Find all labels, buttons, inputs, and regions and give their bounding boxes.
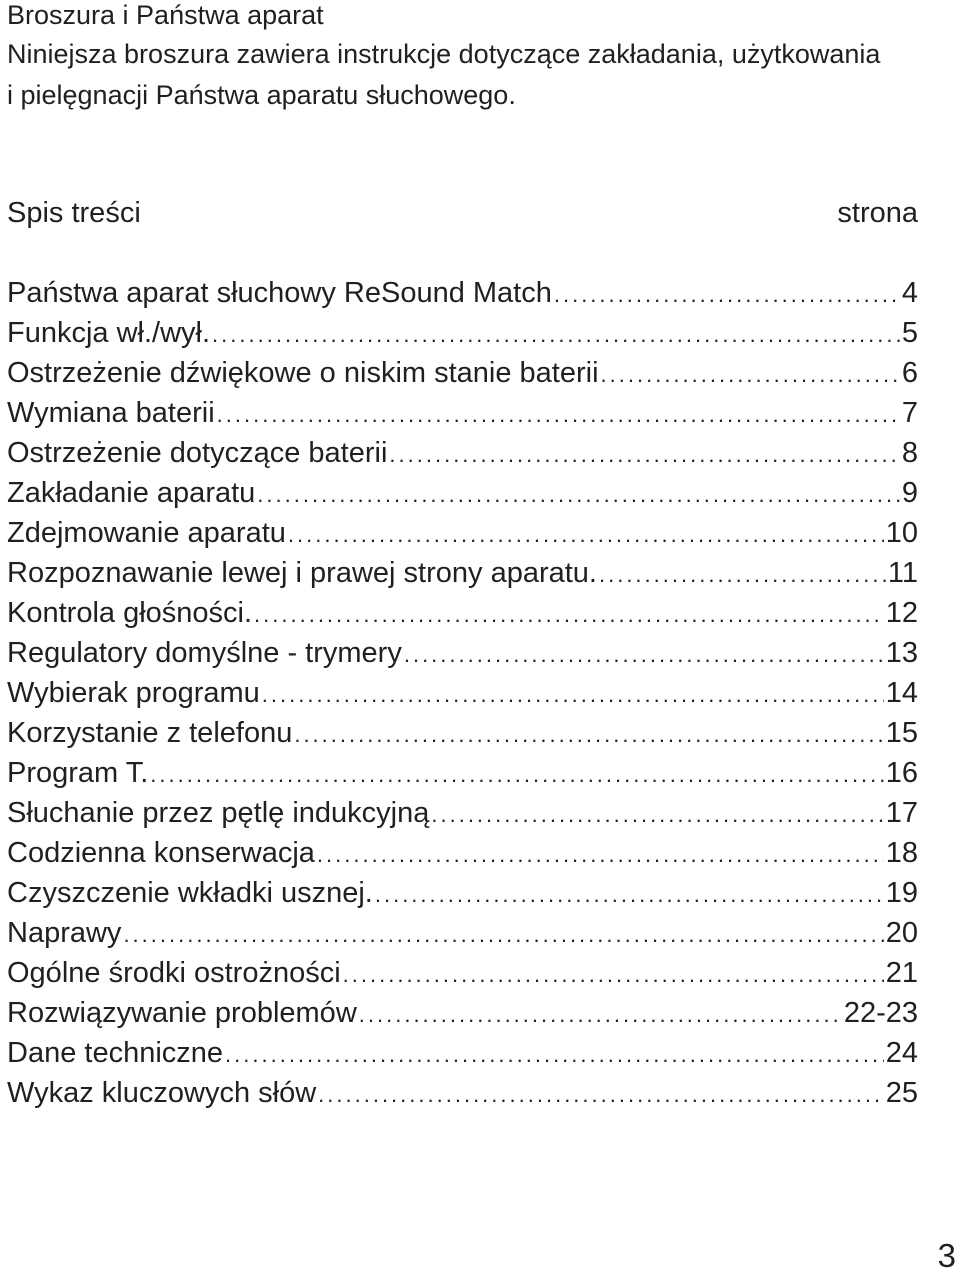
toc-entry-title: Ogólne środki ostrożności (7, 957, 341, 989)
dot-leader (257, 475, 900, 513)
toc-entry-title: Wymiana baterii (7, 397, 215, 429)
intro-line: i pielęgnacji Państwa aparatu słuchowego… (7, 80, 516, 110)
intro-line: Niniejsza broszura zawiera instrukcje do… (7, 39, 881, 69)
toc-page-column-label: strona (837, 197, 918, 229)
toc-entry-page: 16 (885, 757, 918, 789)
dot-leader (254, 595, 884, 633)
toc-entry-page: 8 (901, 437, 918, 469)
dot-leader (294, 715, 883, 753)
toc-entry-page: 4 (901, 277, 918, 309)
toc-entry-page: 21 (885, 957, 918, 989)
toc-entry-page: 9 (901, 477, 918, 509)
toc-entry-page: 11 (887, 557, 918, 589)
toc-entry[interactable]: Wymiana baterii 7 (7, 393, 918, 433)
dot-leader (317, 835, 884, 873)
toc-entry-title: Dane techniczne (7, 1037, 224, 1069)
dot-leader (150, 755, 883, 793)
toc-entry-page: 24 (885, 1037, 918, 1069)
toc-entry-page: 20 (885, 917, 918, 949)
toc-entry-title: Zakładanie aparatu (7, 477, 256, 509)
toc-entry-page: 5 (901, 317, 918, 349)
dot-leader (375, 875, 884, 913)
toc-entry-page: 25 (885, 1077, 918, 1109)
toc-entry-title: Zdejmowanie aparatu (7, 517, 286, 549)
toc-entry-title: Państwa aparat słuchowy ReSound Match (7, 277, 552, 309)
dot-leader (212, 315, 900, 353)
toc-entry-title: Funkcja wł./wył. (7, 317, 211, 349)
toc-entry-page: 22-23 (843, 997, 918, 1029)
toc-entry[interactable]: Regulatory domyślne - trymery 13 (7, 633, 918, 673)
toc-entry[interactable]: Rozpoznawanie lewej i prawej strony apar… (7, 553, 918, 593)
toc-entry[interactable]: Państwa aparat słuchowy ReSound Match 4 (7, 273, 918, 313)
toc-entry-page: 6 (901, 357, 918, 389)
dot-leader (343, 955, 884, 993)
toc-entry-title: Korzystanie z telefonu (7, 717, 293, 749)
brochure-heading: Broszura i Państwa aparat (7, 0, 324, 30)
toc-entry-title: Rozwiązywanie problemów (7, 997, 357, 1029)
dot-leader (601, 355, 900, 393)
toc-entry-title: Słuchanie przez pętlę indukcyjną (7, 797, 430, 829)
dot-leader (225, 1035, 884, 1073)
toc-entry-title: Naprawy (7, 917, 122, 949)
dot-leader (404, 635, 884, 673)
toc-entry-title: Kontrola głośności. (7, 597, 253, 629)
toc-entry-page: 12 (885, 597, 918, 629)
dot-leader (318, 1075, 884, 1113)
page-number: 3 (937, 1237, 956, 1274)
toc-entry-page: 15 (885, 717, 918, 749)
toc-entry-page: 7 (901, 397, 918, 429)
dot-leader (389, 435, 899, 473)
toc-entry[interactable]: Wybierak programu 14 (7, 673, 918, 713)
toc-entry-title: Codzienna konserwacja (7, 837, 315, 869)
toc-entry-page: 17 (885, 797, 918, 829)
toc-entry[interactable]: Kontrola głośności. 12 (7, 593, 918, 633)
toc-entry-title: Wykaz kluczowych słów (7, 1077, 317, 1109)
toc-entry[interactable]: Ostrzeżenie dźwiękowe o niskim stanie ba… (7, 353, 918, 393)
toc-entry[interactable]: Ostrzeżenie dotyczące baterii 8 (7, 433, 918, 473)
toc-entry[interactable]: Funkcja wł./wył. 5 (7, 313, 918, 353)
toc-entry-title: Rozpoznawanie lewej i prawej strony apar… (7, 557, 597, 589)
toc-entry-title: Regulatory domyślne - trymery (7, 637, 402, 669)
intro-paragraph: Niniejsza broszura zawiera instrukcje do… (7, 34, 947, 116)
dot-leader (431, 795, 883, 833)
dot-leader (554, 275, 900, 313)
toc-entry[interactable]: Zakładanie aparatu 9 (7, 473, 918, 513)
dot-leader (217, 395, 900, 433)
dot-leader (359, 995, 842, 1033)
dot-leader (123, 915, 883, 953)
toc-entry-title: Czyszczenie wkładki usznej. (7, 877, 373, 909)
table-of-contents: Państwa aparat słuchowy ReSound Match 4 F… (7, 273, 918, 1113)
toc-title: Spis treści (7, 197, 141, 229)
toc-entry-title: Ostrzeżenie dźwiękowe o niskim stanie ba… (7, 357, 599, 389)
toc-entry[interactable]: Rozwiązywanie problemów 22-23 (7, 993, 918, 1033)
dot-leader (288, 515, 884, 553)
toc-entry-title: Wybierak programu (7, 677, 260, 709)
toc-entry[interactable]: Dane techniczne 24 (7, 1033, 918, 1073)
toc-entry-page: 14 (885, 677, 918, 709)
toc-entry-title: Ostrzeżenie dotyczące baterii (7, 437, 388, 469)
dot-leader (599, 555, 886, 593)
dot-leader (262, 675, 884, 713)
toc-entry[interactable]: Słuchanie przez pętlę indukcyjną 17 (7, 793, 918, 833)
toc-entry[interactable]: Wykaz kluczowych słów 25 (7, 1073, 918, 1113)
toc-entry-page: 13 (885, 637, 918, 669)
toc-entry[interactable]: Program T. 16 (7, 753, 918, 793)
toc-entry-page: 19 (885, 877, 918, 909)
toc-entry-page: 10 (885, 517, 918, 549)
toc-entry-title: Program T. (7, 757, 149, 789)
toc-entry[interactable]: Naprawy 20 (7, 913, 918, 953)
toc-entry[interactable]: Zdejmowanie aparatu 10 (7, 513, 918, 553)
toc-entry[interactable]: Codzienna konserwacja 18 (7, 833, 918, 873)
toc-entry[interactable]: Czyszczenie wkładki usznej. 19 (7, 873, 918, 913)
toc-entry[interactable]: Ogólne środki ostrożności 21 (7, 953, 918, 993)
toc-entry-page: 18 (885, 837, 918, 869)
toc-entry[interactable]: Korzystanie z telefonu 15 (7, 713, 918, 753)
